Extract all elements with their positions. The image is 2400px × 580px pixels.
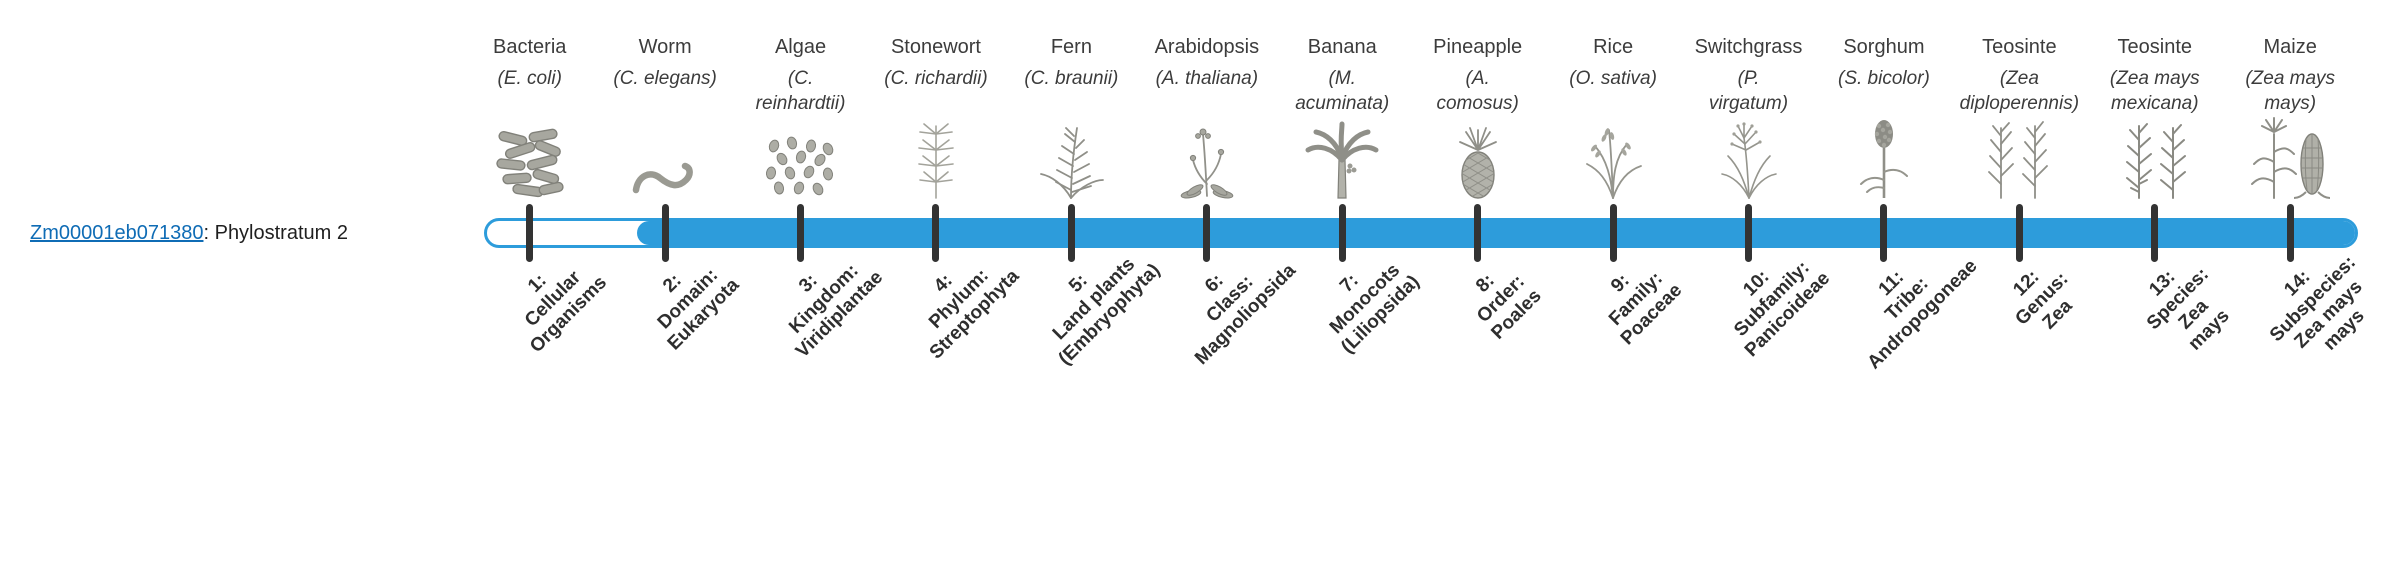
- banana-illustration: [1275, 116, 1410, 200]
- species-name: Teosinte: [2117, 36, 2193, 58]
- species-name: Sorghum: [1843, 36, 1925, 58]
- species-scientific-name: (C. richardii): [884, 68, 988, 89]
- species-name: Switchgrass: [1694, 36, 1803, 58]
- pineapple-illustration: [1410, 116, 1545, 200]
- column-switchgrass: Switchgrass (P. virgatum): [1681, 0, 1834, 580]
- stratum-label-14: 14: Subspecies: Zea mays mays: [2266, 251, 2369, 355]
- column-sorghum: Sorghum (S. bicolor): [1816, 0, 1981, 580]
- arabidopsis-illustration: [1139, 116, 1274, 200]
- tick-stratum-5: [1067, 204, 1075, 262]
- species-scientific-name: (Zea mays mays): [2245, 68, 2336, 114]
- species-name: Maize: [2263, 36, 2317, 58]
- species-scientific-name: (M. acuminata): [1295, 68, 1390, 114]
- species-scientific-name: (Zea mays mexicana): [2109, 68, 2200, 114]
- species-scientific-name: (P. virgatum): [1708, 68, 1789, 114]
- tick-stratum-7: [1338, 204, 1346, 262]
- gene-phylostratum-text: : Phylostratum 2: [203, 222, 348, 244]
- fern-illustration: [1004, 116, 1139, 200]
- species-columns: Bacteria (E. coli): [462, 0, 2369, 580]
- species-name: Stonewort: [890, 36, 981, 58]
- timeline-bar-fill: [637, 221, 2355, 245]
- stonewort-illustration: [868, 116, 1003, 200]
- species-scientific-name: (A. thaliana): [1155, 68, 1259, 89]
- column-teosinte-mexicana: Teosinte (Zea mays mexicana) 13: Species…: [2087, 0, 2234, 580]
- species-scientific-name: (O. sativa): [1569, 68, 1657, 89]
- tick-stratum-12: [2015, 204, 2023, 262]
- column-algae: Algae (C. reinhardtii): [733, 0, 887, 580]
- tick-stratum-6: [1203, 204, 1211, 262]
- species-name: Teosinte: [1982, 36, 2057, 58]
- column-worm: Worm (C. elegans) 2: Domain: Eukaryota: [597, 0, 743, 580]
- sorghum-illustration: [1816, 116, 1951, 200]
- gene-label: Zm00001eb071380: Phylostratum 2: [30, 220, 348, 246]
- gene-id-link[interactable]: Zm00001eb071380: [30, 222, 204, 244]
- column-arabidopsis: Arabidopsis (A. thaliana): [1139, 0, 1300, 580]
- species-scientific-name: (E. coli): [497, 68, 562, 89]
- tick-stratum-4: [932, 204, 940, 262]
- species-name: Rice: [1593, 36, 1634, 58]
- column-rice: Rice (O. sativa): [1545, 0, 1686, 580]
- species-name: Worm: [638, 36, 692, 58]
- column-fern: Fern (C. braunii) 5: Land plants (Embryo…: [1004, 0, 1164, 580]
- column-bacteria: Bacteria (E. coli): [462, 0, 611, 580]
- column-banana: Banana (M. acuminata): [1275, 0, 1424, 580]
- tick-stratum-3: [797, 204, 805, 262]
- switchgrass-illustration: [1681, 116, 1816, 200]
- bacteria-illustration: [462, 116, 597, 200]
- tick-stratum-2: [661, 204, 669, 262]
- worm-illustration: [597, 116, 732, 200]
- tick-stratum-14: [2286, 204, 2294, 262]
- timeline-bar-track: [484, 218, 2358, 248]
- tick-stratum-9: [1609, 204, 1617, 262]
- species-name: Arabidopsis: [1154, 36, 1260, 58]
- species-name: Fern: [1050, 36, 1092, 58]
- algae-illustration: [733, 116, 868, 200]
- column-pineapple: Pineapple (A. comosus): [1410, 0, 1545, 580]
- species-name: Banana: [1307, 36, 1377, 58]
- species-scientific-name: (C. reinhardtii): [755, 68, 846, 114]
- tick-stratum-11: [1880, 204, 1888, 262]
- species-scientific-name: (C. elegans): [613, 68, 717, 89]
- species-name: Pineapple: [1433, 36, 1523, 58]
- species-scientific-name: (S. bicolor): [1838, 68, 1930, 89]
- column-stonewort: Stonewort (C. richardii) 4: Phylum: Stre…: [868, 0, 1023, 580]
- species-name: Bacteria: [493, 36, 567, 58]
- rice-illustration: [1545, 116, 1680, 200]
- column-maize: Maize (Zea mays mays): [2222, 0, 2369, 580]
- column-teosinte-diploperennis: Teosinte (Zea diploperennis) 12: Genus: …: [1952, 0, 2087, 580]
- teosinte-mexicana-illustration: [2087, 116, 2222, 200]
- tick-stratum-1: [526, 204, 534, 262]
- species-scientific-name: (Zea diploperennis): [1959, 68, 2080, 114]
- species-name: Algae: [774, 36, 827, 58]
- tick-stratum-8: [1474, 204, 1482, 262]
- species-scientific-name: (A. comosus): [1436, 68, 1519, 114]
- tick-stratum-13: [2151, 204, 2159, 262]
- tick-stratum-10: [1745, 204, 1752, 262]
- maize-illustration: [2222, 116, 2357, 200]
- teosinte-diploperennis-illustration: [1952, 116, 2087, 200]
- species-scientific-name: (C. braunii): [1024, 68, 1119, 89]
